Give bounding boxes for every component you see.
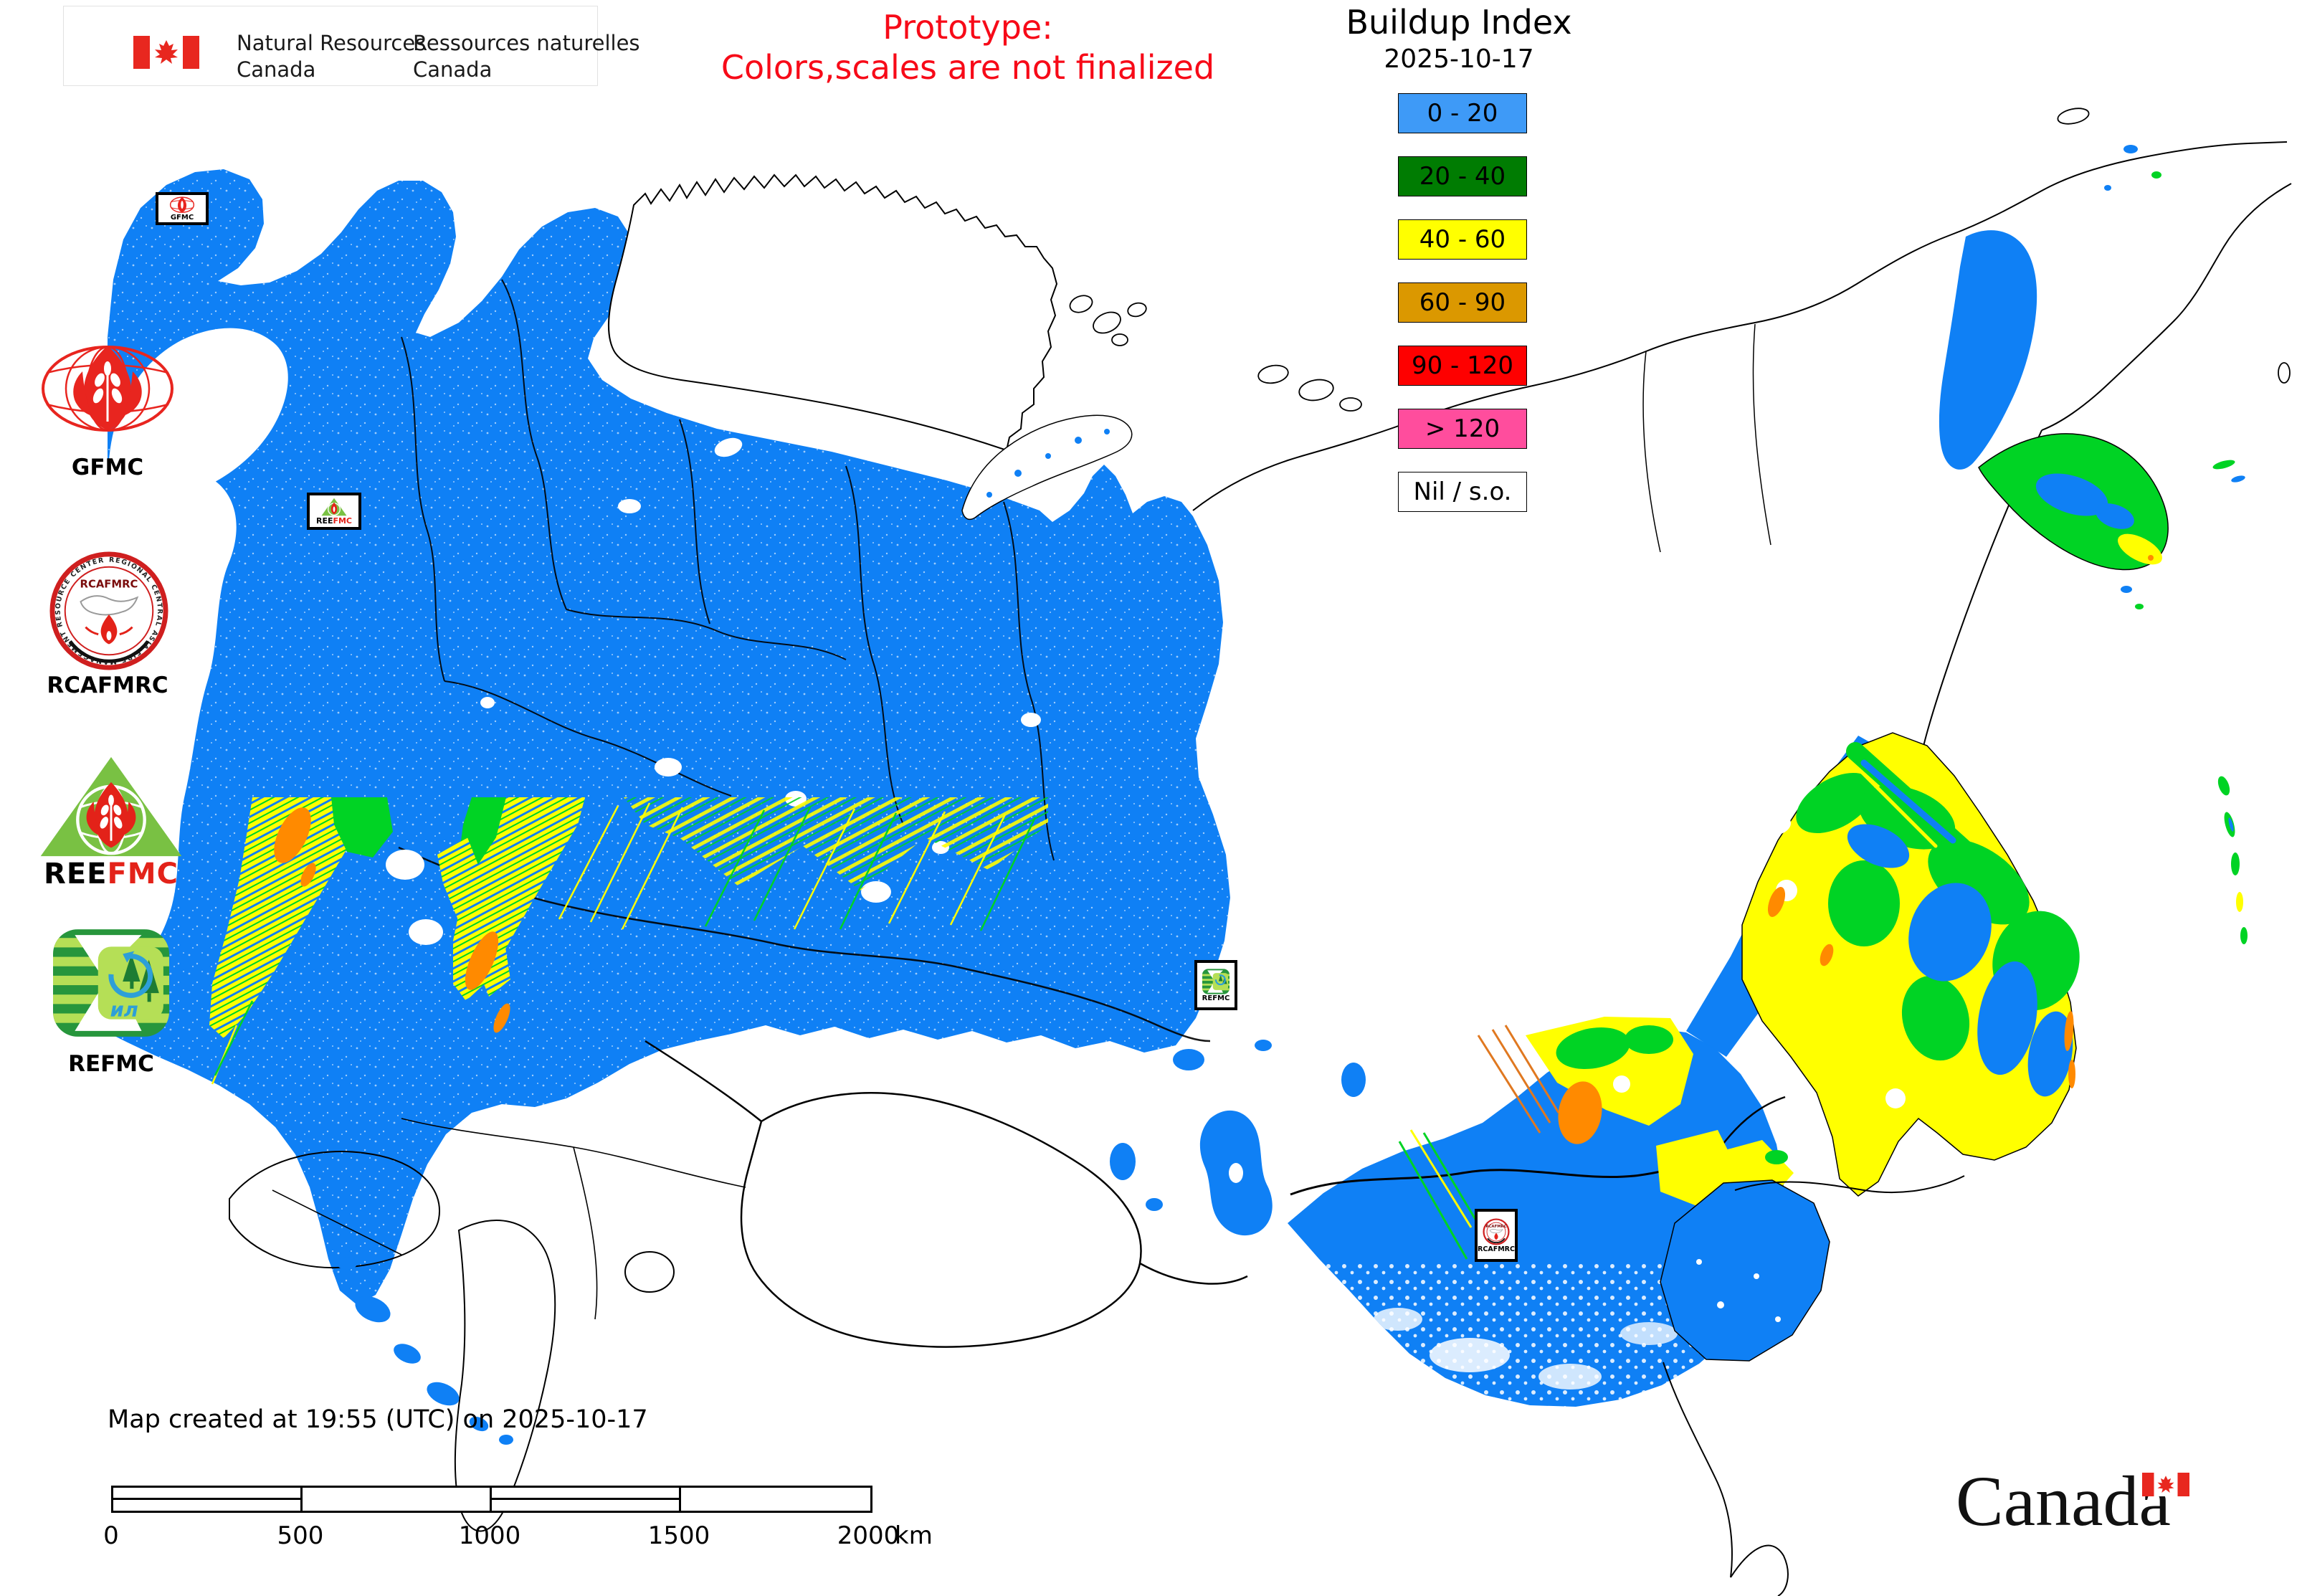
nrcan-title-fr: Ressources naturelles Canada — [413, 30, 640, 83]
region-primorye — [1660, 1140, 1830, 1362]
map-marker-reefmc-label-red: FMC — [333, 516, 353, 526]
map-marker-gfmc: GFMC — [156, 192, 209, 225]
gfmc-logo — [42, 346, 173, 432]
region-amur-mass — [1741, 732, 2080, 1197]
legend-swatch-gt-120: > 120 — [1398, 409, 1527, 449]
legend-label: 60 - 90 — [1419, 288, 1506, 317]
gfmc-mini-icon — [169, 196, 195, 213]
region-unmapped-fjordland — [607, 174, 1058, 452]
scale-tick-1000: 1000 — [458, 1521, 521, 1550]
rcafmrc-seal-acronym: RCAFMRC — [80, 578, 138, 590]
map-marker-gfmc-label: GFMC — [170, 213, 194, 222]
scale-bar-segment — [303, 1488, 492, 1511]
coastline-bottom-right — [1663, 1175, 1965, 1596]
scale-bar-segment — [681, 1488, 870, 1511]
legend-title: Buildup Index — [1346, 3, 1572, 42]
arctic-islands-outline — [1069, 108, 2291, 412]
legend-swatch-90-120: 90 - 120 — [1398, 346, 1527, 386]
map-marker-refmc-label: REFMC — [1202, 994, 1230, 1002]
canada-flag-icon — [133, 36, 199, 69]
streak-lines — [211, 802, 1037, 1085]
scale-tick-0: 0 — [103, 1521, 119, 1550]
nrcan-en-line1: Natural Resources — [237, 31, 427, 55]
reefmc-label-black: REE — [44, 858, 108, 890]
map-marker-rcafmrc: RCAFMRC RCAFMRC — [1475, 1209, 1518, 1262]
svg-text:RCAFMRC: RCAFMRC — [1485, 1225, 1506, 1229]
refmc-logo-label: REFMC — [68, 1051, 154, 1077]
scale-tick-1500: 1500 — [647, 1521, 710, 1550]
legend-date: 2025-10-17 — [1384, 44, 1534, 74]
blue-caucasus-chain — [337, 1257, 513, 1445]
legend-label: 0 - 20 — [1427, 99, 1498, 128]
reefmc-logo — [40, 756, 182, 857]
rcafmrc-logo: REGIONAL CENTRAL ASIA FIRE MANAGEMENT RE… — [49, 551, 168, 670]
legend-swatch-20-40: 20 - 40 — [1398, 156, 1527, 196]
scale-bar-segment — [492, 1488, 681, 1511]
rcafmrc-logo-label: RCAFMRC — [47, 673, 168, 698]
legend-label: 20 - 40 — [1419, 162, 1506, 191]
rcafmrc-mini-icon: RCAFMRC — [1483, 1218, 1510, 1245]
refmc-inner-text: ил — [110, 999, 138, 1022]
scale-tick-2000: 2000 — [837, 1521, 900, 1550]
prototype-notice-line1: Prototype: — [883, 8, 1053, 47]
refmc-logo: ил — [53, 929, 169, 1037]
refmc-mini-icon — [1202, 968, 1230, 994]
prototype-notice-line2: Colors,scales are not finalized — [720, 48, 1215, 87]
nrcan-fr-line2: Canada — [413, 57, 493, 82]
reefmc-mini-icon — [321, 498, 347, 516]
scale-tick-500: 500 — [277, 1521, 324, 1550]
legend-swatch-40-60: 40 - 60 — [1398, 219, 1527, 260]
map-marker-reefmc-label: REEFMC — [316, 517, 352, 525]
legend-label: 40 - 60 — [1419, 225, 1506, 254]
lakes — [386, 391, 1041, 945]
legend-label: 90 - 120 — [1411, 351, 1514, 380]
nrcan-title-en: Natural Resources Canada — [237, 30, 426, 83]
nrcan-fr-line1: Ressources naturelles — [413, 31, 640, 55]
map-created-text: Map created at 19:55 (UTC) on 2025-10-17 — [108, 1405, 648, 1434]
map-marker-refmc: REFMC — [1194, 960, 1237, 1010]
legend-swatch-0-20: 0 - 20 — [1398, 93, 1527, 133]
region-kamchatka — [1939, 145, 2245, 609]
region-kurils — [2217, 776, 2248, 944]
border-mongolia — [645, 1040, 1248, 1348]
reefmc-label-red: FMC — [107, 858, 179, 890]
legend-label: Nil / s.o. — [1413, 478, 1512, 506]
reefmc-logo-label: REEFMC — [29, 858, 194, 890]
blue-mid-blobs — [1110, 1040, 1366, 1236]
canada-wordmark: Canada — [1956, 1461, 2171, 1541]
region-arc-islands — [961, 414, 1133, 521]
legend-swatch-60-90: 60 - 90 — [1398, 282, 1527, 323]
scale-unit: km — [895, 1521, 933, 1550]
scale-bar — [111, 1486, 872, 1513]
burn-index-streak-patches — [209, 797, 1048, 1038]
canada-wordmark-flag-icon — [2142, 1473, 2189, 1496]
prototype-notice: Prototype: Colors,scales are not finaliz… — [660, 7, 1276, 87]
legend-swatch-nil: Nil / s.o. — [1398, 472, 1527, 512]
legend-label: > 120 — [1425, 414, 1500, 443]
gfmc-logo-label: GFMC — [71, 455, 144, 480]
region-sakhalin — [1846, 742, 1975, 860]
scale-bar-segment — [113, 1488, 303, 1511]
map-marker-rcafmrc-label: RCAFMRC — [1478, 1245, 1515, 1253]
nrcan-en-line2: Canada — [237, 57, 316, 82]
map-marker-reefmc: REEFMC — [307, 493, 361, 530]
map-marker-reefmc-label-black: REE — [315, 516, 333, 526]
